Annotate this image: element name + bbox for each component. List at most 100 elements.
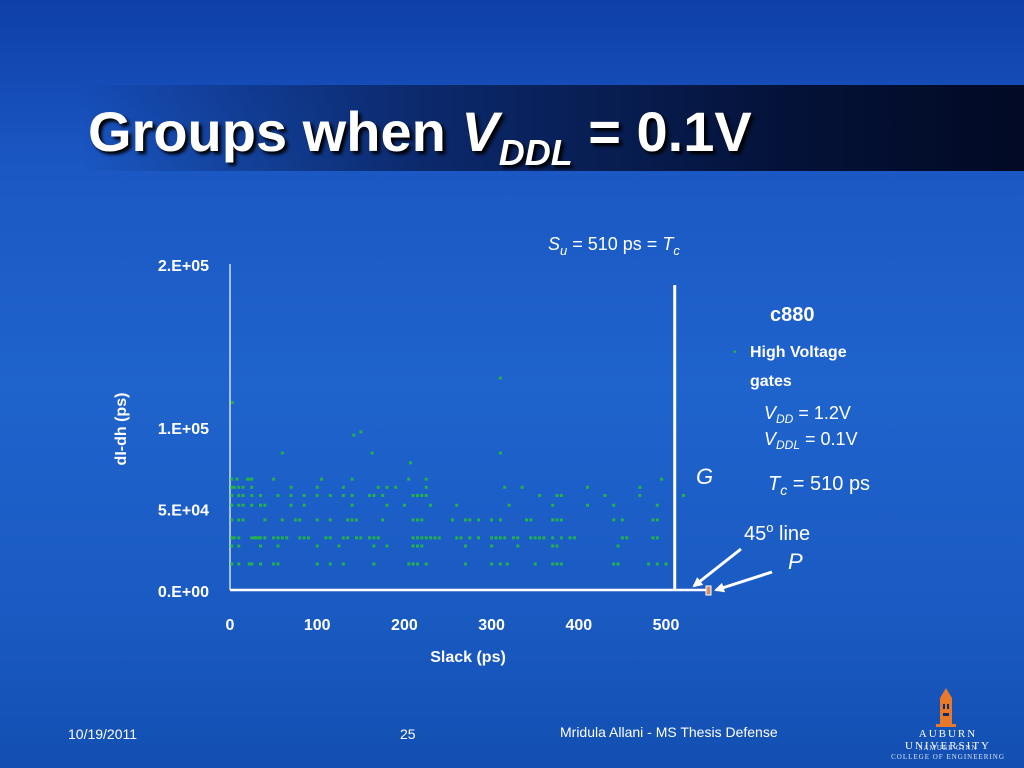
- g-label: G: [696, 464, 713, 489]
- data-point: [655, 536, 659, 540]
- data-point: [494, 536, 498, 540]
- data-point: [420, 518, 424, 522]
- x-axis-title: Slack (ps): [430, 649, 506, 666]
- data-point: [250, 503, 254, 507]
- data-point: [415, 562, 419, 566]
- y-axis-title: dI-dh (ps): [113, 393, 130, 466]
- data-point: [263, 536, 267, 540]
- data-point: [230, 536, 234, 540]
- data-point: [586, 503, 590, 507]
- data-point: [559, 493, 563, 497]
- su-annotation: Su = 510 ps = Tc: [548, 234, 680, 258]
- data-point: [359, 430, 363, 434]
- data-point: [463, 518, 467, 522]
- x-tick-label: 0: [226, 617, 235, 634]
- su-subscript: u: [560, 243, 567, 258]
- data-point: [424, 536, 428, 540]
- x-tick-label: 300: [478, 617, 505, 634]
- title-subscript: DDL: [498, 132, 573, 173]
- data-point: [477, 536, 481, 540]
- vddl-subscript: DDL: [776, 438, 800, 452]
- data-point: [651, 536, 655, 540]
- data-point: [660, 477, 664, 481]
- title-band: [80, 85, 1024, 171]
- data-point: [250, 536, 254, 540]
- data-point: [328, 518, 332, 522]
- data-point: [409, 461, 413, 465]
- university-logo: AUBURN UNIVERSITY SAMUEL GINN COLLEGE OF…: [878, 688, 1018, 764]
- data-point: [498, 536, 502, 540]
- data-point: [231, 401, 235, 405]
- footer-date: 10/19/2011: [68, 726, 138, 742]
- data-point: [368, 493, 372, 497]
- title-variable: V: [461, 100, 499, 163]
- data-point: [315, 562, 319, 566]
- data-point: [237, 503, 241, 507]
- data-point: [237, 544, 241, 548]
- data-point: [411, 518, 415, 522]
- data-point: [681, 493, 685, 497]
- line45-text: line: [773, 523, 810, 545]
- data-point: [450, 518, 454, 522]
- data-point: [289, 503, 293, 507]
- data-point: [368, 536, 372, 540]
- tc-subscript: c: [673, 243, 680, 258]
- title-suffix: = 0.1V: [572, 100, 752, 163]
- data-point: [616, 544, 620, 548]
- data-point: [376, 536, 380, 540]
- data-point: [420, 544, 424, 548]
- data-point: [237, 485, 241, 489]
- data-point: [551, 562, 555, 566]
- data-point: [424, 562, 428, 566]
- su-middle-text: = 510 ps =: [567, 234, 662, 254]
- data-point: [498, 376, 502, 380]
- data-point: [280, 536, 284, 540]
- data-point: [259, 562, 263, 566]
- data-point: [280, 518, 284, 522]
- data-point: [230, 477, 234, 481]
- data-point: [256, 536, 260, 540]
- data-point: [250, 477, 254, 481]
- data-point: [237, 562, 241, 566]
- data-point: [289, 493, 293, 497]
- data-point: [503, 536, 507, 540]
- legend-label-line2: gates: [750, 373, 792, 390]
- data-point: [320, 477, 324, 481]
- data-point: [241, 485, 245, 489]
- data-points: [230, 376, 685, 566]
- data-point: [289, 485, 293, 489]
- logo-subline-1: SAMUEL GINN: [918, 744, 978, 752]
- tc-annotation: Tc = 510 ps: [768, 473, 870, 498]
- data-point: [241, 493, 245, 497]
- data-point: [254, 536, 258, 540]
- data-point: [372, 544, 376, 548]
- vddl-annotation: VDDL = 0.1V: [764, 429, 858, 452]
- data-point: [538, 493, 542, 497]
- data-point: [241, 518, 245, 522]
- data-point: [350, 477, 354, 481]
- data-point: [381, 518, 385, 522]
- tc2-value: = 510 ps: [787, 473, 870, 495]
- data-point: [555, 518, 559, 522]
- data-point: [354, 536, 358, 540]
- data-point: [259, 493, 263, 497]
- data-point: [230, 503, 234, 507]
- data-point: [250, 493, 254, 497]
- line45-superscript: o: [766, 520, 773, 535]
- data-point: [555, 493, 559, 497]
- x-tick-label: 100: [304, 617, 331, 634]
- x-tick-label: 500: [653, 617, 680, 634]
- data-point: [424, 485, 428, 489]
- data-point: [272, 562, 276, 566]
- data-point: [468, 536, 472, 540]
- line45-number: 45: [744, 523, 766, 545]
- data-point: [538, 536, 542, 540]
- data-point: [350, 503, 354, 507]
- data-point: [420, 493, 424, 497]
- vdd-annotation: VDD = 1.2V: [764, 403, 851, 426]
- data-point: [381, 493, 385, 497]
- data-point: [235, 477, 239, 481]
- data-point: [429, 536, 433, 540]
- data-point: [328, 536, 332, 540]
- slide-title: Groups when VDDL = 0.1V: [88, 92, 752, 193]
